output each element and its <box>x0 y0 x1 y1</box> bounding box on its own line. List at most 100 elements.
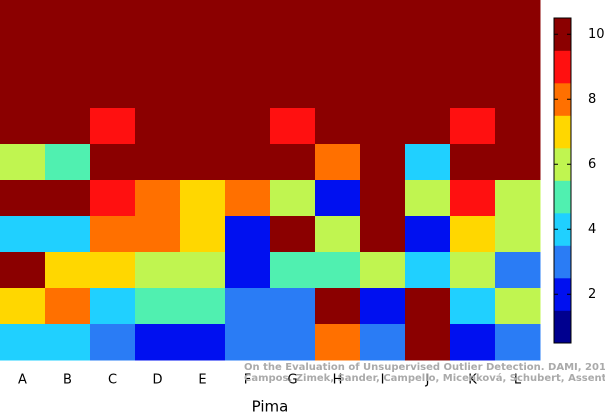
x-tick-label: B <box>63 373 72 388</box>
colorbar-tick-label: 4 <box>588 222 596 237</box>
colorbar-segment <box>554 148 571 181</box>
heatmap-cell <box>0 216 46 253</box>
heatmap-cell <box>360 0 406 37</box>
heatmap-cell <box>45 72 91 109</box>
heatmap-cell <box>180 324 226 361</box>
x-tick-label: F <box>244 373 251 388</box>
heatmap-cell <box>225 0 271 37</box>
heatmap-cell <box>315 252 361 289</box>
heatmap-cell <box>0 288 46 325</box>
heatmap-cell <box>135 216 181 253</box>
heatmap-cell <box>405 324 451 361</box>
watermark: On the Evaluation of Unsupervised Outlie… <box>244 362 605 373</box>
heatmap-cell <box>225 108 271 145</box>
heatmap-cell <box>225 180 271 217</box>
heatmap-cell <box>180 144 226 181</box>
x-tick-label: G <box>287 373 297 388</box>
heatmap-cell <box>180 0 226 37</box>
heatmap-cell <box>360 216 406 253</box>
heatmap-cell <box>225 216 271 253</box>
colorbar-segment <box>554 50 571 84</box>
heatmap-cell <box>45 216 91 253</box>
heatmap-cell <box>495 180 541 217</box>
heatmap-cell <box>360 72 406 109</box>
heatmap-cell <box>315 216 361 253</box>
heatmap-cell <box>90 144 136 181</box>
x-tick-label: A <box>18 373 27 388</box>
heatmap-cell <box>225 288 271 325</box>
colorbar-frame <box>553 17 572 344</box>
heatmap-cell <box>45 180 91 217</box>
heatmap-cell <box>270 36 316 73</box>
heatmap-cell <box>450 0 496 37</box>
heatmap-cell <box>315 324 361 361</box>
heatmap-cell <box>360 144 406 181</box>
heatmap-cell <box>45 252 91 289</box>
heatmap-cell <box>405 180 451 217</box>
heatmap-cell <box>45 288 91 325</box>
heatmap-cell <box>90 288 136 325</box>
heatmap-cell <box>180 216 226 253</box>
heatmap-cell <box>270 180 316 217</box>
heatmap-cell <box>315 0 361 37</box>
heatmap-cell <box>495 144 541 181</box>
heatmap-cell <box>405 0 451 37</box>
heatmap-cell <box>90 0 136 37</box>
heatmap-cell <box>0 324 46 361</box>
heatmap-cell <box>0 0 46 37</box>
heatmap-cell <box>180 36 226 73</box>
heatmap-cell <box>450 36 496 73</box>
x-tick-label: E <box>198 373 206 388</box>
heatmap-cell <box>180 288 226 325</box>
heatmap-cell <box>45 0 91 37</box>
heatmap-cell <box>135 72 181 109</box>
heatmap-cell <box>315 288 361 325</box>
heatmap-cell <box>495 72 541 109</box>
heatmap-cell <box>495 324 541 361</box>
heatmap-cell <box>270 108 316 145</box>
heatmap-cell <box>0 144 46 181</box>
heatmap-cell <box>270 288 316 325</box>
heatmap-cell <box>315 72 361 109</box>
heatmap-cell <box>0 180 46 217</box>
heatmap-cell <box>225 252 271 289</box>
colorbar-tick-label: 8 <box>588 92 596 107</box>
heatmap-cell <box>450 108 496 145</box>
heatmap-cell <box>315 108 361 145</box>
x-tick-label: L <box>514 373 522 388</box>
heatmap-cell <box>45 108 91 145</box>
heatmap-cell <box>225 36 271 73</box>
heatmap-cell <box>90 180 136 217</box>
colorbar-tick-label: 2 <box>588 287 596 302</box>
heatmap-cell <box>225 324 271 361</box>
heatmap-cell <box>135 36 181 73</box>
x-tick-label: K <box>468 373 477 388</box>
heatmap-cell <box>450 180 496 217</box>
colorbar-segment <box>554 245 571 279</box>
heatmap-cell <box>450 144 496 181</box>
heatmap-cell <box>90 252 136 289</box>
heatmap-cell <box>90 72 136 109</box>
heatmap-cell <box>135 324 181 361</box>
heatmap-cell <box>405 252 451 289</box>
heatmap-cell <box>405 72 451 109</box>
colorbar-segment <box>554 278 571 311</box>
heatmap-cell <box>90 216 136 253</box>
heatmap-cell <box>405 216 451 253</box>
heatmap-cell <box>495 288 541 325</box>
x-axis-label: Pima <box>252 398 289 413</box>
heatmap-cell <box>450 252 496 289</box>
colorbar-segment <box>554 180 571 214</box>
colorbar-tick-label: 6 <box>588 157 596 172</box>
heatmap-cell <box>360 288 406 325</box>
heatmap-cell <box>270 252 316 289</box>
heatmap-cell <box>495 0 541 37</box>
heatmap-cell <box>45 324 91 361</box>
colorbar-segment <box>554 83 571 116</box>
x-tick-label: I <box>381 373 385 388</box>
heatmap-cell <box>405 144 451 181</box>
heatmap-cell <box>315 144 361 181</box>
heatmap-cell <box>450 324 496 361</box>
heatmap-cell <box>405 36 451 73</box>
